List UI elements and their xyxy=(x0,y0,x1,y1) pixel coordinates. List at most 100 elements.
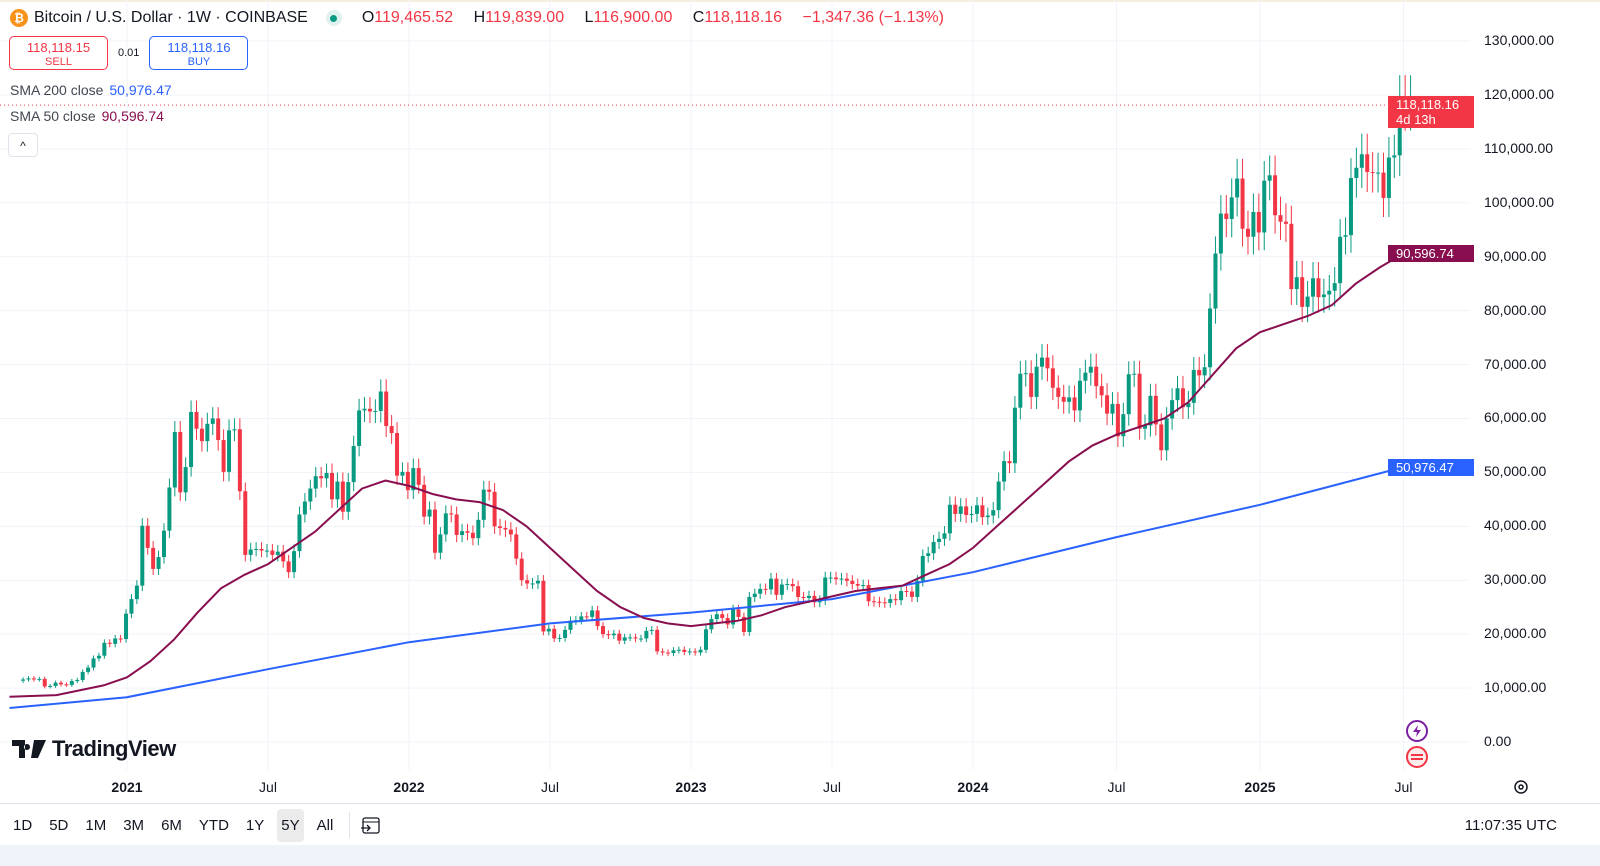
candle-body xyxy=(801,596,806,599)
candle-body xyxy=(498,526,503,528)
candle-body xyxy=(1126,374,1131,415)
candle-body xyxy=(1197,369,1202,376)
price-tick-label: 100,000.00 xyxy=(1484,193,1555,210)
price-tick-label: 0.00 xyxy=(1484,733,1512,749)
candle-body xyxy=(324,472,329,479)
candle-body xyxy=(855,584,860,586)
last-price-tag: 118,118.16 4d 13h xyxy=(1388,96,1474,128)
candle-body xyxy=(676,649,681,651)
candle-body xyxy=(59,682,63,685)
price-tick-label: 110,000.00 xyxy=(1484,139,1554,156)
top-border xyxy=(0,0,1600,2)
candle-body xyxy=(703,629,708,650)
candle-body xyxy=(1348,177,1353,236)
time-tick-label: 2021 xyxy=(111,779,143,795)
candle-body xyxy=(31,678,36,680)
candle-body xyxy=(37,678,42,680)
range-1m[interactable]: 1M xyxy=(85,816,107,834)
range-1d[interactable]: 1D xyxy=(13,816,33,834)
trade-panel: 118,118.15 SELL 0.01 118,118.16 BUY xyxy=(9,36,249,70)
lightning-icon[interactable] xyxy=(1406,720,1428,742)
candle-body xyxy=(492,491,497,527)
candle-body xyxy=(1392,155,1397,158)
candle-body xyxy=(947,504,952,534)
last-price: 118,118.16 xyxy=(1396,97,1460,112)
candle-body xyxy=(443,513,448,535)
time-tick-label: 2025 xyxy=(1244,779,1276,795)
candle-body xyxy=(1283,221,1288,224)
candle-body xyxy=(611,633,616,636)
candle-body xyxy=(1077,380,1082,411)
sma-line xyxy=(9,252,1405,698)
candle-body xyxy=(335,481,340,500)
candle-body xyxy=(779,584,784,595)
candle-body xyxy=(638,638,643,640)
candle-body xyxy=(660,651,665,653)
close-value: 118,118.16 xyxy=(704,9,783,26)
time-tick-label: Jul xyxy=(1107,779,1126,795)
indicator-value: 90,596.74 xyxy=(101,108,164,124)
indicator-sma200[interactable]: SMA 200 close 50,976.47 xyxy=(10,82,172,98)
candle-body xyxy=(80,671,85,680)
candle-body xyxy=(790,584,795,587)
buy-button[interactable]: 118,118.16 BUY xyxy=(149,36,249,70)
candle-body xyxy=(752,593,757,597)
collapse-indicators-button[interactable]: ^ xyxy=(8,133,38,157)
candle-body xyxy=(297,514,302,552)
candle-body xyxy=(1050,368,1055,388)
utc-clock[interactable]: 11:07:35 UTC xyxy=(1464,816,1557,834)
candle-body xyxy=(389,426,394,434)
range-ytd[interactable]: YTD xyxy=(198,816,229,834)
range-5d[interactable]: 5D xyxy=(49,816,69,834)
candle-body xyxy=(367,408,372,412)
candle-body xyxy=(958,506,963,514)
candle-body xyxy=(606,634,611,636)
gear-icon[interactable] xyxy=(1512,778,1530,796)
candle-body xyxy=(259,548,264,551)
range-3m[interactable]: 3M xyxy=(123,816,145,834)
symbol-title[interactable]: Bitcoin / U.S. Dollar · 1W · COINBASE xyxy=(34,9,308,26)
candle-body xyxy=(96,655,101,659)
candle-body xyxy=(205,423,210,442)
price-tick-label: 120,000.00 xyxy=(1484,85,1555,102)
calendar-goto-icon[interactable] xyxy=(360,814,382,836)
range-all[interactable]: All xyxy=(316,816,334,834)
candle-body xyxy=(1240,178,1245,229)
candle-body xyxy=(1094,366,1099,387)
candle-body xyxy=(866,585,871,602)
candle-body xyxy=(1294,277,1299,290)
ohlc-values: O119,465.52 H119,839.00 L116,900.00 C118… xyxy=(361,9,944,26)
sell-button[interactable]: 118,118.15 SELL xyxy=(9,36,108,70)
candle-body xyxy=(1235,178,1240,198)
candle-body xyxy=(839,578,844,580)
candle-body xyxy=(1267,175,1272,181)
range-5y[interactable]: 5Y xyxy=(277,808,304,842)
high-value: 119,839.00 xyxy=(485,9,565,26)
candle-body xyxy=(747,596,752,633)
candle-body xyxy=(644,630,649,639)
range-1y[interactable]: 1Y xyxy=(245,816,265,834)
candle-body xyxy=(243,491,248,555)
candle-body xyxy=(1311,278,1316,297)
candle-body xyxy=(470,532,475,539)
candle-body xyxy=(1262,180,1267,233)
candle-body xyxy=(460,531,465,535)
candle-body xyxy=(1376,172,1381,174)
candle-body xyxy=(698,649,703,653)
candle-body xyxy=(546,628,551,632)
sma200-price-tag: 50,976.47 xyxy=(1388,459,1474,476)
indicator-sma50[interactable]: SMA 50 close 90,596.74 xyxy=(10,108,164,124)
range-6m[interactable]: 6M xyxy=(161,816,182,834)
us-flag-icon[interactable] xyxy=(1406,746,1428,768)
candle-body xyxy=(129,599,134,614)
candle-body xyxy=(395,433,400,476)
candle-body xyxy=(850,580,855,585)
candle-body xyxy=(1354,167,1359,178)
price-tick-label: 30,000.00 xyxy=(1484,571,1547,588)
bar-countdown: 4d 13h xyxy=(1396,112,1436,127)
candle-body xyxy=(313,476,318,489)
buy-price: 118,118.16 xyxy=(167,40,231,55)
candle-body xyxy=(1007,461,1012,464)
candle-body xyxy=(248,549,253,555)
